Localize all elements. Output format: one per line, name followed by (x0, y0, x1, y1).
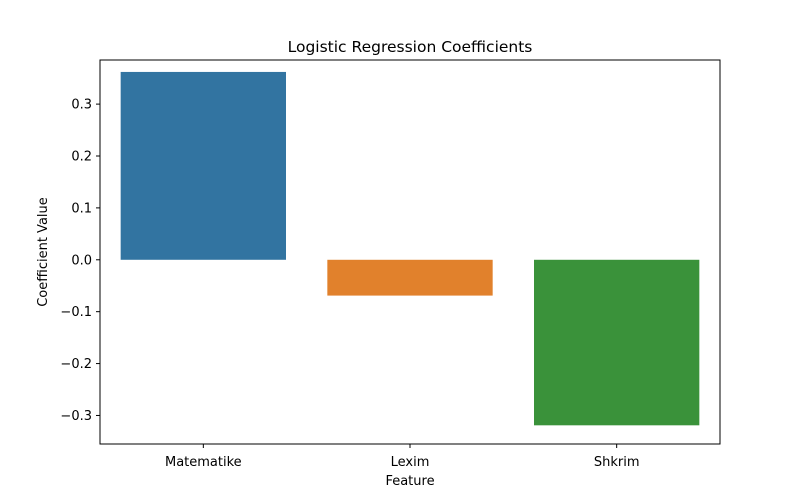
bar-matematike (120, 71, 287, 260)
plot-frame (99, 59, 721, 445)
x-axis-ticks: Matematike Lexim Shkrim (165, 444, 639, 470)
y-tick-label: 0.0 (71, 253, 92, 268)
y-tick-label: −0.1 (60, 305, 92, 320)
y-tick-label: 0.2 (71, 150, 92, 165)
bar-shkrim (534, 259, 700, 426)
y-axis-ticks: −0.3 −0.2 −0.1 0.0 0.1 0.2 0.3 (60, 98, 100, 424)
x-axis-label: Feature (385, 474, 434, 489)
y-tick-label: 0.1 (71, 201, 92, 216)
chart-title: Logistic Regression Coefficients (288, 38, 533, 56)
x-tick-label: Shkrim (594, 455, 640, 470)
bar-lexim (327, 259, 493, 296)
x-tick-label: Matematike (165, 455, 242, 470)
y-tick-label: 0.3 (71, 98, 92, 113)
y-tick-label: −0.2 (60, 357, 92, 372)
y-axis-label: Coefficient Value (36, 197, 51, 307)
y-tick-label: −0.3 (60, 409, 92, 424)
x-tick-label: Lexim (391, 455, 430, 470)
bar-group (120, 71, 700, 426)
